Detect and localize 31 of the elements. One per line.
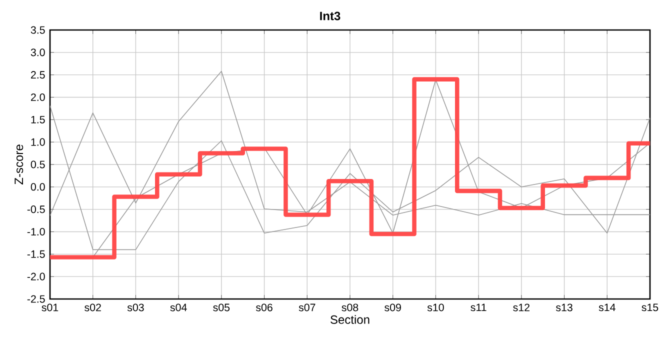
x-tick-label: s01 <box>42 304 58 312</box>
x-tick-label: s13 <box>556 304 572 312</box>
y-tick-label: -1.0 <box>27 228 45 236</box>
y-tick-label: 2.5 <box>31 71 45 79</box>
x-tick-label: s08 <box>342 304 358 312</box>
y-tick-label: -2.0 <box>27 272 45 280</box>
x-tick-label: s14 <box>598 304 616 312</box>
x-tick-label: s09 <box>384 304 401 312</box>
x-tick-label: s11 <box>470 304 486 312</box>
x-tick-label: s10 <box>427 304 444 312</box>
y-axis-title: Z-score <box>14 144 24 184</box>
y-tick-label: -0.5 <box>27 206 45 214</box>
x-tick-label: s07 <box>298 304 316 312</box>
y-tick-label: 2.0 <box>31 93 45 102</box>
y-tick-label: 3.0 <box>30 48 45 56</box>
x-tick-label: s04 <box>170 304 187 312</box>
x-tick-label: s15 <box>642 304 658 312</box>
y-tick-label: 0.0 <box>30 183 45 191</box>
chart-title: Int3 <box>320 12 340 20</box>
x-tick-label: s05 <box>213 304 230 312</box>
y-tick-label: 1.0 <box>31 138 45 146</box>
y-tick-label: 0.5 <box>30 160 45 168</box>
y-tick-label: 1.5 <box>31 116 45 124</box>
x-axis-title: Section <box>330 315 370 324</box>
y-tick-label: -1.5 <box>27 250 45 258</box>
x-tick-label: s03 <box>127 304 144 312</box>
x-tick-label: s06 <box>256 304 272 312</box>
y-tick-label: 3.5 <box>30 26 45 34</box>
x-tick-label: s02 <box>84 304 101 312</box>
y-tick-label: -2.5 <box>27 295 45 303</box>
x-tick-label: s12 <box>513 304 530 312</box>
